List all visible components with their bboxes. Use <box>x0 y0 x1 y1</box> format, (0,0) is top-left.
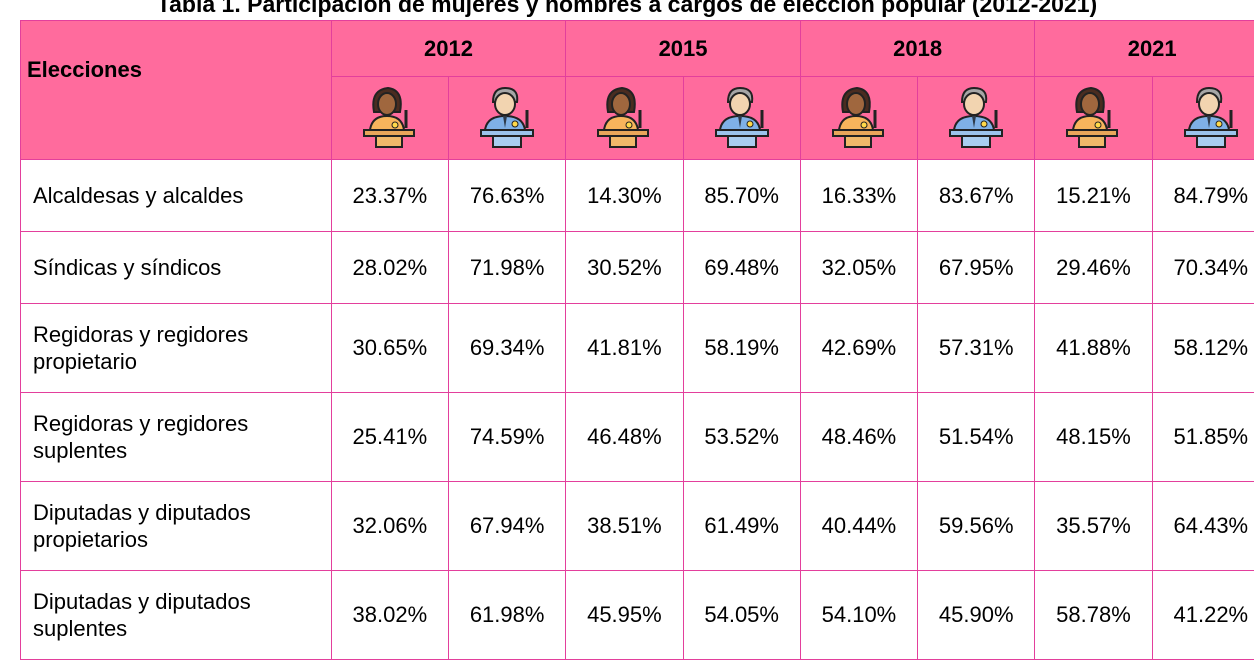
cell: 41.22% <box>1151 570 1254 660</box>
cell: 61.49% <box>682 481 801 571</box>
cell: 30.65% <box>330 303 449 393</box>
cell: 25.41% <box>330 392 449 482</box>
row-label: Regidoras y regidores propietario <box>20 303 332 393</box>
cell: 71.98% <box>447 231 567 304</box>
cell: 84.79% <box>1151 159 1254 232</box>
data-row: Diputadas y diputados propietarios 32.06%… <box>20 481 1254 571</box>
cell: 35.57% <box>1034 481 1153 571</box>
cell: 51.85% <box>1151 392 1254 482</box>
row-label: Regidoras y regidores suplentes <box>20 392 332 482</box>
cell: 41.88% <box>1034 303 1153 393</box>
cell: 48.46% <box>799 392 919 482</box>
cell: 28.02% <box>330 231 449 304</box>
cell: 70.34% <box>1151 231 1254 304</box>
row-label: Síndicas y síndicos <box>20 231 332 304</box>
woman-icon <box>565 76 684 160</box>
cell: 41.81% <box>565 303 684 393</box>
cell: 32.06% <box>330 481 449 571</box>
cell: 38.51% <box>565 481 684 571</box>
data-row: Alcaldesas y alcaldes 23.37% 76.63% 14.30% 8… <box>20 159 1254 232</box>
woman-icon <box>330 76 449 160</box>
cell: 54.05% <box>682 570 801 660</box>
cell: 15.21% <box>1034 159 1153 232</box>
cell: 14.30% <box>565 159 684 232</box>
cell: 30.52% <box>565 231 684 304</box>
cell: 51.54% <box>917 392 1036 482</box>
data-row: Diputadas y diputados suplentes 38.02% 61.… <box>20 570 1254 660</box>
cell: 76.63% <box>447 159 567 232</box>
cell: 42.69% <box>799 303 919 393</box>
cell: 29.46% <box>1034 231 1153 304</box>
header-row: Elecciones 2012 2015 2018 2021 <box>20 20 1254 160</box>
cell: 57.31% <box>917 303 1036 393</box>
row-label: Diputadas y diputados suplentes <box>20 570 332 660</box>
row-label: Diputadas y diputados propietarios <box>20 481 332 571</box>
cell: 85.70% <box>682 159 801 232</box>
icon-row <box>21 76 1254 160</box>
cell: 69.48% <box>682 231 801 304</box>
cell: 64.43% <box>1151 481 1254 571</box>
year-header: 2018 <box>799 20 1036 77</box>
man-icon <box>917 76 1036 160</box>
cell: 32.05% <box>799 231 919 304</box>
cell: 69.34% <box>447 303 567 393</box>
year-header: 2021 <box>1034 20 1254 77</box>
woman-icon <box>799 76 919 160</box>
cell: 61.98% <box>447 570 567 660</box>
man-icon <box>447 76 567 160</box>
data-row: Regidoras y regidores suplentes 25.41% 74.… <box>20 392 1254 482</box>
cell: 38.02% <box>330 570 449 660</box>
table-title: Tabla 1. Participación de mujeres y homb… <box>156 0 1098 17</box>
man-icon <box>682 76 801 160</box>
man-icon <box>1151 76 1254 160</box>
woman-icon <box>1034 76 1153 160</box>
cell: 83.67% <box>917 159 1036 232</box>
cell: 58.19% <box>682 303 801 393</box>
table: Elecciones 2012 2015 2018 2021 Alcaldesas y a… <box>20 20 1254 660</box>
cell: 58.78% <box>1034 570 1153 660</box>
data-row: Síndicas y síndicos 28.02% 71.98% 30.52% 69.… <box>20 231 1254 304</box>
header-cell: Elecciones <box>20 20 332 160</box>
row-label: Alcaldesas y alcaldes <box>20 159 332 232</box>
year-header: 2012 <box>330 20 567 77</box>
cell: 23.37% <box>330 159 449 232</box>
cell: 74.59% <box>447 392 567 482</box>
cell: 58.12% <box>1151 303 1254 393</box>
cell: 59.56% <box>917 481 1036 571</box>
year-header: 2015 <box>565 20 801 77</box>
cell: 16.33% <box>799 159 919 232</box>
cell: 46.48% <box>565 392 684 482</box>
cell: 48.15% <box>1034 392 1153 482</box>
cell: 45.95% <box>565 570 684 660</box>
cell: 67.94% <box>447 481 567 571</box>
cell: 53.52% <box>682 392 801 482</box>
cell: 54.10% <box>799 570 919 660</box>
cell: 67.95% <box>917 231 1036 304</box>
cell: 45.90% <box>917 570 1036 660</box>
data-row: Regidoras y regidores propietario 30.65% 6… <box>20 303 1254 393</box>
cell: 40.44% <box>799 481 919 571</box>
